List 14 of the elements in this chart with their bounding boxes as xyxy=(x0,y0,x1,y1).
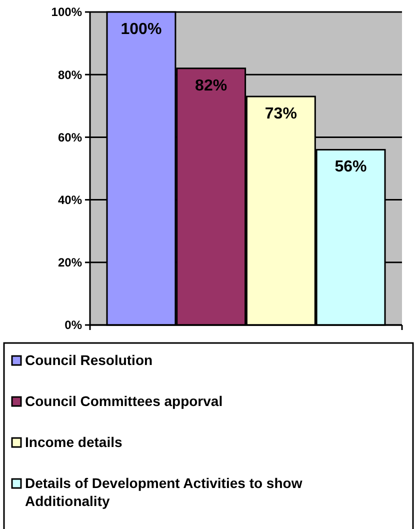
data-label: 56% xyxy=(334,158,367,176)
y-tick-label: 0% xyxy=(64,318,82,332)
legend-label: Council Committees apporval xyxy=(25,393,223,409)
y-tick-label: 100% xyxy=(51,5,82,20)
y-tick-label: 80% xyxy=(58,68,82,82)
y-tick-label: 60% xyxy=(58,130,82,144)
y-tick-label: 20% xyxy=(58,256,82,270)
data-label: 100% xyxy=(120,21,162,38)
data-label: 82% xyxy=(195,77,228,94)
y-tick-label: 40% xyxy=(58,193,82,207)
data-label: 73% xyxy=(264,106,297,123)
legend-label: Council Resolution xyxy=(25,352,153,368)
legend-label: Details of Development Activities to show Additionality xyxy=(25,475,302,509)
legend-label: Income details xyxy=(25,434,122,450)
